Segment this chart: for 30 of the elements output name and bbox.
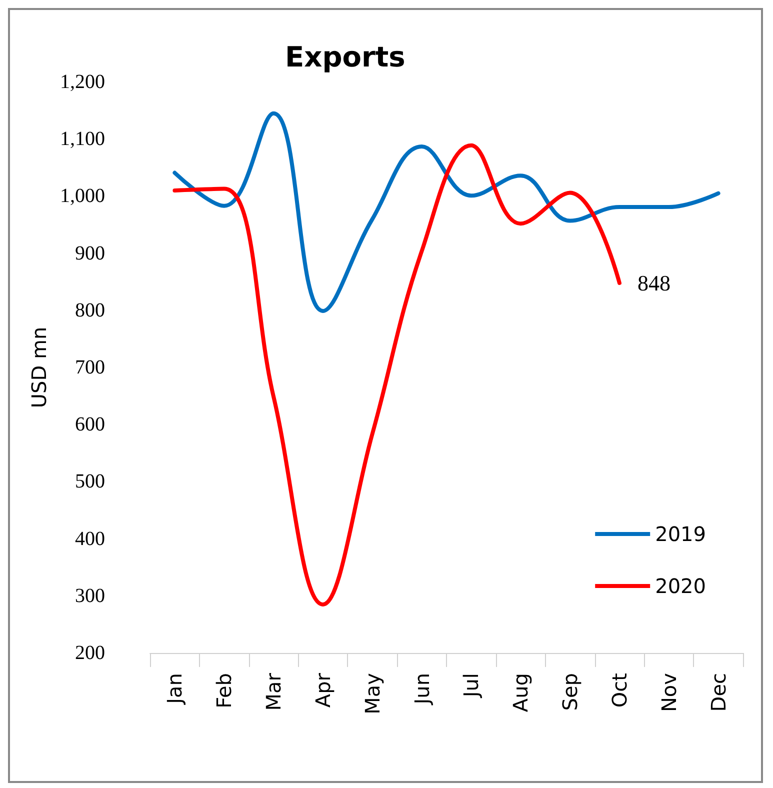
y-tick-label: 400 bbox=[75, 528, 105, 550]
y-tick-label: 700 bbox=[75, 356, 105, 378]
y-tick-label: 1,100 bbox=[60, 128, 105, 150]
legend-label: 2020 bbox=[655, 574, 706, 598]
x-tick-label: Jun bbox=[410, 673, 434, 706]
chart-title: Exports bbox=[285, 40, 406, 74]
data-label: 848 bbox=[637, 270, 670, 296]
line-series bbox=[172, 143, 622, 606]
x-tick-label: Sep bbox=[558, 673, 582, 711]
y-tick-label: 200 bbox=[75, 642, 105, 664]
y-tick-label: 800 bbox=[75, 299, 105, 322]
y-tick-label: 500 bbox=[75, 470, 105, 493]
x-tick-label: Jul bbox=[459, 673, 484, 700]
line-series bbox=[172, 111, 720, 313]
y-tick-label: 1,000 bbox=[60, 185, 105, 208]
legend-label: 2019 bbox=[655, 522, 706, 546]
x-tick-label: May bbox=[360, 672, 384, 714]
x-tick-label: Feb bbox=[212, 673, 236, 708]
x-tick-label: Dec bbox=[706, 673, 730, 712]
y-tick-label: 600 bbox=[75, 414, 105, 436]
y-tick-label: 900 bbox=[75, 242, 105, 264]
y-tick-label: 1,200 bbox=[60, 71, 105, 93]
x-tick-label: Jan bbox=[162, 673, 187, 706]
x-tick-label: Nov bbox=[656, 672, 681, 712]
x-tick-label: Aug bbox=[508, 673, 533, 712]
y-tick-label: 300 bbox=[75, 584, 105, 607]
x-tick-label: Mar bbox=[262, 672, 286, 711]
x-tick-label: Oct bbox=[607, 672, 632, 708]
x-tick-label: Apr bbox=[310, 672, 335, 708]
y-axis-title: USD mn bbox=[27, 326, 52, 408]
